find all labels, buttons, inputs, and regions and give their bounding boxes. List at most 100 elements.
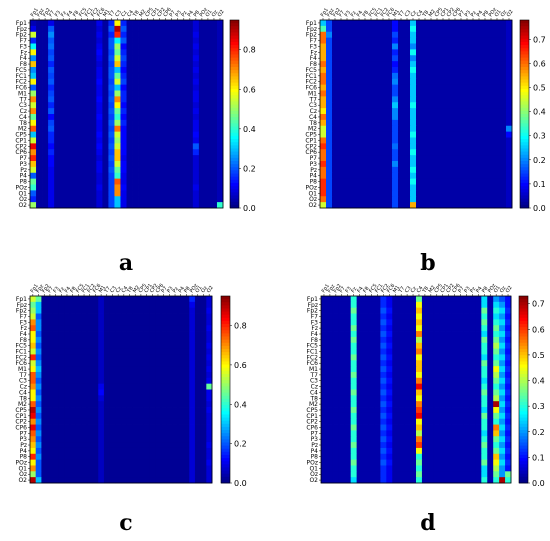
- heatmap-cell: [332, 348, 340, 355]
- heatmap-cell: [132, 336, 139, 344]
- heatmap-cell: [332, 31, 339, 39]
- heatmap-cell: [126, 125, 133, 133]
- heatmap-cell: [392, 196, 399, 203]
- heatmap-cell: [433, 430, 441, 437]
- heatmap-cell: [30, 418, 37, 425]
- heatmap-cell: [160, 465, 167, 472]
- heatmap-cell: [338, 325, 346, 332]
- x-tick-label: Fpz: [36, 7, 46, 18]
- heatmap-cell: [404, 190, 411, 197]
- heatmap-cell: [138, 184, 145, 191]
- heatmap-cell: [69, 296, 76, 303]
- heatmap-cell: [439, 453, 447, 461]
- colorbar-segment: [520, 135, 529, 140]
- heatmap-cell: [144, 20, 152, 27]
- heatmap-cell: [392, 84, 399, 91]
- heatmap-cell: [446, 55, 453, 62]
- heatmap-cell: [428, 161, 435, 168]
- colorbar-segment: [230, 157, 239, 162]
- heatmap-cell: [374, 301, 381, 309]
- heatmap-cell: [475, 325, 482, 332]
- heatmap-cell: [75, 360, 82, 367]
- heatmap-cell: [78, 137, 85, 144]
- heatmap-cell: [180, 172, 188, 180]
- heatmap-cell: [149, 325, 156, 332]
- x-tick-label: FC5: [368, 7, 378, 18]
- y-tick-label: C4: [19, 389, 27, 396]
- heatmap-cell: [320, 172, 327, 180]
- y-tick-label: CP2: [305, 143, 317, 150]
- heatmap-cell: [132, 342, 139, 349]
- y-tick-label: Pz: [20, 167, 27, 174]
- heatmap-cell: [194, 296, 202, 303]
- heatmap-cell: [168, 108, 176, 115]
- heatmap-cell: [52, 442, 59, 449]
- x-tick-label: CP2: [156, 7, 166, 18]
- x-tick-label: Fpz: [326, 7, 336, 18]
- heatmap-cell: [180, 155, 188, 162]
- heatmap-cell: [192, 72, 200, 80]
- heatmap-cell: [204, 108, 212, 115]
- heatmap-cell: [421, 436, 429, 443]
- heatmap-cell: [404, 477, 411, 484]
- heatmap-cell: [428, 125, 435, 133]
- heatmap-cell: [326, 161, 333, 168]
- heatmap-cell: [42, 25, 49, 33]
- heatmap-cell: [186, 25, 194, 33]
- colorbar-segment: [221, 383, 230, 387]
- heatmap-cell: [469, 447, 476, 455]
- heatmap-cell: [374, 20, 381, 27]
- heatmap-cell: [121, 307, 128, 314]
- colorbar-segment: [230, 110, 239, 115]
- heatmap-cell: [404, 102, 411, 109]
- heatmap-cell: [96, 114, 103, 121]
- heatmap-cell: [92, 401, 99, 408]
- heatmap-cell: [192, 20, 200, 27]
- heatmap-cell: [457, 407, 464, 414]
- heatmap-cell: [410, 307, 417, 314]
- heatmap-cell: [374, 307, 381, 314]
- heatmap-cell: [368, 296, 375, 303]
- heatmap-cell: [410, 331, 417, 338]
- heatmap-cell: [499, 407, 506, 414]
- colorbar-segment: [230, 167, 239, 171]
- heatmap-cell: [344, 196, 351, 203]
- heatmap-cell: [416, 37, 423, 44]
- heatmap-cell: [92, 296, 99, 303]
- heatmap-cell: [499, 354, 506, 361]
- heatmap-cell: [386, 190, 393, 197]
- colorbar-segment: [230, 154, 239, 159]
- heatmap-cell: [338, 55, 345, 62]
- heatmap-cell: [126, 465, 133, 472]
- heatmap-cell: [78, 78, 85, 86]
- heatmap-cell: [48, 161, 55, 168]
- heatmap-cell: [186, 178, 194, 185]
- colorbar-segment: [221, 324, 230, 328]
- heatmap-cell: [464, 67, 471, 74]
- heatmap-cell: [30, 389, 37, 396]
- heatmap-cell: [500, 67, 507, 74]
- heatmap-cell: [458, 114, 465, 121]
- x-tick-label: Fp2: [332, 7, 342, 18]
- heatmap-cell: [174, 178, 182, 185]
- heatmap-cell: [72, 155, 79, 162]
- heatmap-cell: [427, 453, 435, 461]
- heatmap-cell: [499, 424, 506, 431]
- heatmap-cell: [155, 418, 162, 425]
- heatmap-cell: [206, 401, 213, 408]
- colorbar-segment: [230, 139, 239, 143]
- heatmap-cell: [149, 407, 156, 414]
- colorbar-segment: [519, 433, 528, 437]
- heatmap-cell: [368, 424, 375, 431]
- heatmap-cell: [458, 149, 465, 156]
- heatmap-cell: [109, 377, 116, 385]
- heatmap-cell: [150, 55, 158, 62]
- heatmap-cell: [470, 61, 477, 68]
- heatmap-cell: [422, 149, 429, 156]
- heatmap-cell: [155, 447, 162, 455]
- heatmap-cell: [52, 436, 59, 443]
- heatmap-cell: [174, 102, 182, 109]
- heatmap-cell: [433, 436, 441, 443]
- heatmap-cell: [72, 131, 79, 138]
- heatmap-cell: [174, 119, 182, 127]
